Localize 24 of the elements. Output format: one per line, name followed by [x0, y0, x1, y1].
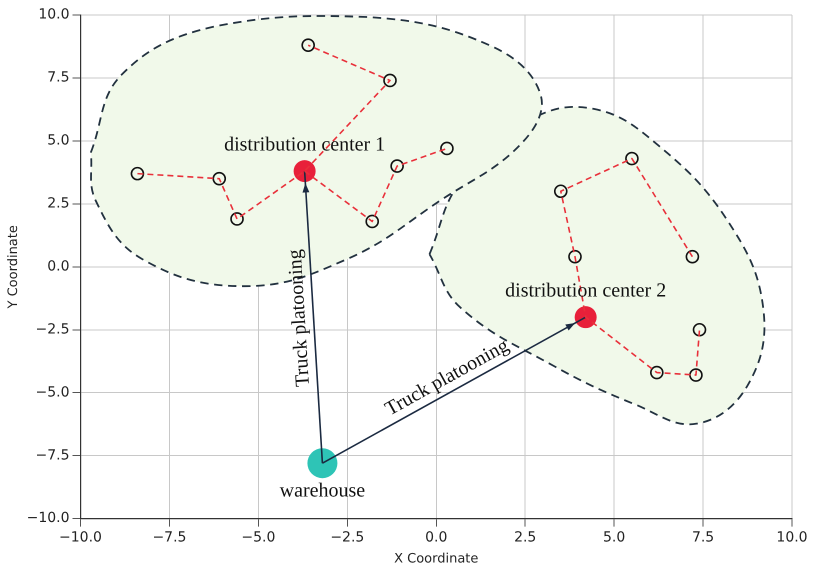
- y-tick-label: 7.5: [47, 70, 70, 86]
- x-tick-label: 7.5: [692, 530, 714, 546]
- annotation: Truck platooning: [284, 248, 314, 388]
- x-tick-label: 2.5: [514, 530, 536, 546]
- y-tick-label: 10.0: [38, 6, 70, 23]
- x-tick-label: −2.5: [330, 530, 364, 546]
- y-tick-label: −5.0: [36, 384, 70, 400]
- x-tick-label: 10.0: [776, 530, 808, 546]
- x-tick-label: −10.0: [59, 530, 102, 546]
- y-tick-label: −7.5: [36, 447, 70, 464]
- annotation: distribution center 1: [224, 133, 386, 156]
- x-tick-label: −5.0: [241, 530, 276, 546]
- x-tick-label: 5.0: [602, 530, 626, 546]
- y-axis-title: Y Coordinate: [6, 225, 22, 310]
- y-tick-label: 5.0: [47, 132, 70, 149]
- annotation: distribution center 2: [505, 279, 666, 302]
- y-tick-label: −2.5: [36, 321, 70, 338]
- y-tick-label: 0.0: [47, 258, 70, 274]
- y-tick-label: −10.0: [26, 510, 70, 526]
- annotation: warehouse: [280, 479, 366, 502]
- x-tick-label: 0.0: [425, 530, 448, 546]
- x-axis-title: X Coordinate: [394, 552, 478, 567]
- y-tick-label: 2.5: [47, 195, 70, 212]
- x-tick-label: −7.5: [152, 530, 186, 546]
